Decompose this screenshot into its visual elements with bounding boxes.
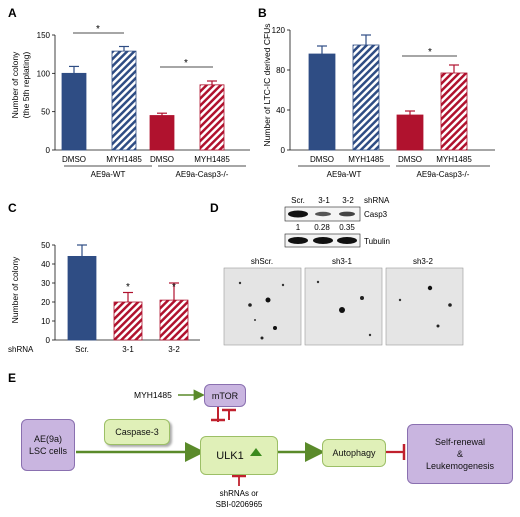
- colony-image-scr: [223, 267, 302, 346]
- panel-a-sig-2: *: [184, 58, 188, 69]
- autophagy-label: Autophagy: [332, 448, 376, 458]
- panel-a-bar-0: [61, 72, 87, 151]
- blot-casp3-band-3-2: [339, 211, 355, 217]
- panel-b-cat-label-2: DMSO: [398, 155, 422, 164]
- panel-b-cat-label-1: MYH1485: [348, 155, 384, 164]
- panel-c-cat-label-0: Scr.: [75, 345, 89, 354]
- ae9a-label-2: LSC cells: [28, 446, 67, 456]
- panel-c-bar-2: [159, 299, 189, 341]
- blot-value-3: 0.35: [339, 223, 355, 232]
- panel-a-bar-2: [149, 115, 175, 151]
- panel-b-cat-label-3: MYH1485: [436, 155, 472, 164]
- panel-b-bar-2: [396, 114, 424, 151]
- panel-b-bar-0: [308, 53, 336, 151]
- blot-lane-3-2: 3-2: [342, 196, 354, 205]
- panel-b-group2-label: AE9a-Casp3-/-: [417, 170, 470, 179]
- colony-image-3-1: [304, 267, 383, 346]
- self-renewal-label-3: Leukemogenesis: [425, 461, 495, 471]
- panel-a-ytick-label-3: 150: [37, 31, 51, 40]
- image-label-3-2: sh3-2: [413, 257, 434, 266]
- panel-c-sig-2: *: [172, 282, 176, 293]
- blot-header: shRNA: [364, 196, 390, 205]
- panel-b-ytick-label-2: 80: [276, 66, 285, 75]
- panel-c-ytick-label-0: 0: [46, 336, 51, 345]
- sh-label-2: SBI-0206965: [216, 500, 263, 509]
- caspase3-box: Caspase-3: [104, 419, 170, 445]
- panel-c-ytick-label-1: 10: [41, 317, 50, 326]
- panel-c-chart: 0 10 20 30 40 50 Scr. 3-1 3-2: [41, 241, 200, 354]
- self-renewal-box: Self-renewal & Leukemogenesis: [407, 424, 513, 484]
- panel-a-group1-label: AE9a-WT: [91, 170, 126, 179]
- panel-b-chart: 0 40 80 120 DMSO MYH1485 DMSO MYH1485: [272, 26, 495, 164]
- ulk1-box: ULK1: [200, 436, 278, 475]
- panel-b-ylabel: Number of LTC-IC derived CFUs: [262, 23, 272, 146]
- panel-b-letter: B: [258, 6, 267, 20]
- panel-a-ylabel-1: Number of colony: [10, 51, 20, 118]
- blot-value-2: 0.28: [314, 223, 330, 232]
- panel-b-sig: *: [428, 47, 432, 58]
- self-renewal-label-1: Self-renewal: [434, 437, 486, 447]
- ae9a-label-1: AE(9a): [33, 434, 62, 444]
- image-label-scr: shScr.: [251, 257, 273, 266]
- panel-a-group2-label: AE9a-Casp3-/-: [176, 170, 229, 179]
- panel-b-ytick-label-0: 0: [281, 146, 286, 155]
- myh1485-label: MYH1485: [134, 390, 172, 400]
- panel-c-letter: C: [8, 201, 17, 215]
- ae9a-box: AE(9a) LSC cells: [21, 419, 75, 471]
- panel-c-bar-0: [67, 255, 97, 341]
- blot-lane-3-1: 3-1: [318, 196, 330, 205]
- up-arrow-icon: [249, 447, 262, 456]
- panel-b-bar-3: [440, 72, 468, 151]
- panel-b-group1-label: AE9a-WT: [327, 170, 362, 179]
- panel-c-sig-1: *: [126, 282, 130, 293]
- mtor-box: mTOR: [204, 384, 246, 407]
- panel-b-ytick-label-1: 40: [276, 106, 285, 115]
- panel-a-sig-1: *: [96, 24, 100, 35]
- panel-c-bar-1: [113, 301, 143, 341]
- panel-c-ytick-label-2: 20: [41, 298, 50, 307]
- panel-e-letter: E: [8, 371, 16, 385]
- blot-casp3-label: Casp3: [364, 210, 388, 219]
- panel-b-cat-label-0: DMSO: [310, 155, 334, 164]
- panel-c-cat-label-2: 3-2: [168, 345, 180, 354]
- ulk1-label: ULK1: [216, 449, 244, 462]
- blot-tubulin-band-scr: [288, 237, 308, 244]
- colony-image-3-2: [385, 267, 464, 346]
- sh-label-1: shRNAs or: [220, 489, 259, 498]
- panel-a-cat-label-2: DMSO: [150, 155, 174, 164]
- panel-a-letter: A: [8, 6, 17, 20]
- panel-a-ytick-label-2: 100: [37, 69, 51, 78]
- panel-b-ytick-label-3: 120: [272, 26, 286, 35]
- panel-c-ytick-label-5: 50: [41, 241, 50, 250]
- panel-c-cat-label-1: 3-1: [122, 345, 134, 354]
- autophagy-box: Autophagy: [322, 439, 386, 467]
- panel-c-row-label: shRNA: [8, 345, 34, 354]
- panel-c-ytick-label-3: 30: [41, 279, 50, 288]
- panel-b-bar-1: [352, 44, 380, 151]
- panel-a-bar-1: [111, 50, 137, 151]
- panel-a-cat-label-1: MYH1485: [106, 155, 142, 164]
- panel-a-cat-label-0: DMSO: [62, 155, 86, 164]
- mtor-label: mTOR: [211, 390, 239, 401]
- panel-d-letter: D: [210, 201, 219, 215]
- blot-value-1: 1: [296, 223, 301, 232]
- blot-casp3-band-3-1: [315, 211, 331, 217]
- panel-a-ylabel-2: (the 5th replating): [21, 52, 31, 119]
- panel-a-ytick-label-1: 50: [41, 108, 50, 117]
- blot-tubulin-band-3-1: [313, 237, 333, 244]
- panel-a-chart: 0 50 100 150 DMSO MYH1485 DMSO MYH1485: [37, 31, 250, 164]
- panel-c-ylabel: Number of colony: [10, 256, 20, 323]
- panel-a-cat-label-3: MYH1485: [194, 155, 230, 164]
- blot-tubulin-band-3-2: [337, 237, 357, 244]
- panel-a-ytick-label-0: 0: [46, 146, 51, 155]
- blot-casp3-band-scr: [288, 210, 308, 218]
- blot-tubulin-label: Tubulin: [364, 237, 390, 246]
- self-renewal-label-2: &: [456, 449, 463, 459]
- caspase3-label: Caspase-3: [115, 427, 159, 437]
- image-label-3-1: sh3-1: [332, 257, 353, 266]
- panel-a-bar-3: [199, 84, 225, 151]
- blot-lane-scr: Scr.: [291, 196, 305, 205]
- panel-c-ytick-label-4: 40: [41, 260, 50, 269]
